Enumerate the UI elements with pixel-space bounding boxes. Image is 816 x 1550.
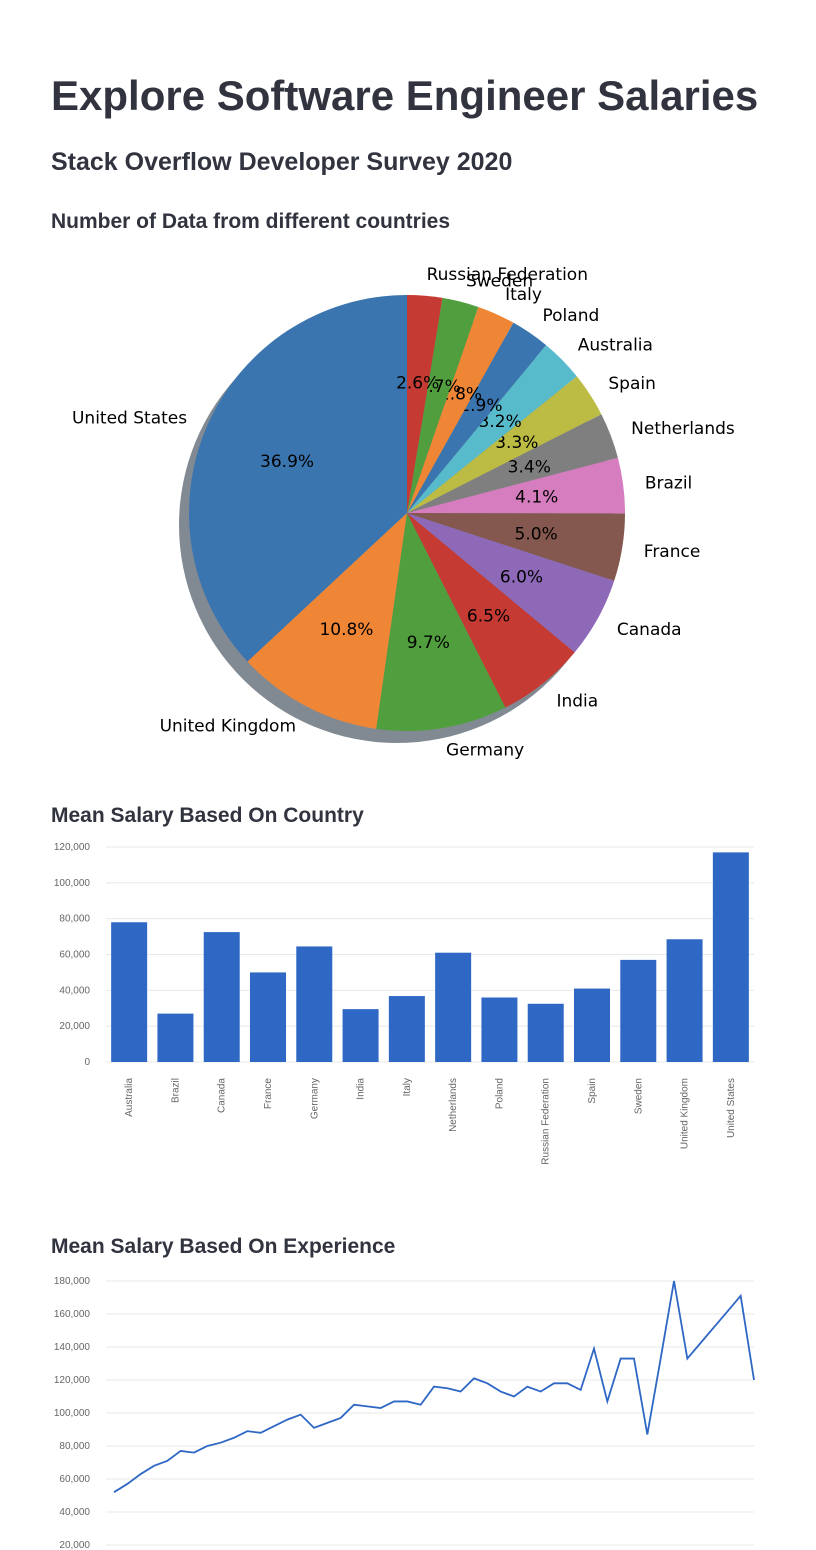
- y-tick-label: 160,000: [54, 1309, 91, 1320]
- page-title: Explore Software Engineer Salaries: [51, 72, 758, 119]
- line: [113, 1280, 755, 1493]
- pie-slice: [407, 457, 626, 514]
- pie-label: Netherlands: [631, 419, 735, 439]
- pie-label: Italy: [505, 285, 542, 305]
- pie-slice: [407, 295, 443, 513]
- x-tick-label: Poland: [494, 1078, 505, 1109]
- pie-label: France: [644, 542, 701, 562]
- x-tick-label: Russian Federation: [541, 1078, 552, 1165]
- y-tick-label: 0: [84, 1057, 90, 1068]
- bar: [712, 852, 749, 1062]
- y-tick-label: 20,000: [59, 1540, 90, 1550]
- pie-slice: [407, 513, 615, 653]
- pie-value-label: 4.1%: [515, 487, 558, 507]
- pie-slice: [376, 513, 506, 731]
- bar: [203, 932, 240, 1062]
- y-tick-label: 140,000: [54, 1342, 91, 1353]
- bar: [574, 988, 610, 1062]
- bar: [342, 1009, 379, 1062]
- bar: [666, 939, 703, 1062]
- y-tick-label: 120,000: [54, 1375, 91, 1386]
- pie-slice: [407, 513, 625, 581]
- bar: [157, 1013, 194, 1062]
- y-tick-label: 60,000: [59, 950, 90, 961]
- bar: [435, 952, 472, 1062]
- pie-label: Canada: [617, 620, 682, 640]
- pie-slice: [188, 295, 407, 662]
- pie-value-label: 36.9%: [260, 452, 314, 472]
- bar: [111, 922, 148, 1062]
- y-tick-label: 100,000: [54, 1408, 91, 1419]
- y-tick-label: 120,000: [54, 842, 91, 853]
- pie-slice: [407, 307, 514, 513]
- pie-slice: [407, 322, 547, 513]
- y-tick-label: 40,000: [59, 1507, 90, 1518]
- y-tick-label: 20,000: [59, 1021, 90, 1032]
- bar: [527, 1003, 564, 1062]
- pie-label: United States: [72, 408, 187, 428]
- x-tick-label: Brazil: [170, 1078, 181, 1103]
- pie-label: Australia: [578, 336, 653, 356]
- bar: [620, 959, 657, 1062]
- pie-label: Russian Federation: [427, 265, 588, 285]
- x-tick-label: United States: [726, 1078, 737, 1138]
- y-tick-label: 60,000: [59, 1474, 90, 1485]
- pie-label: Spain: [608, 374, 656, 394]
- pie-value-label: 9.7%: [407, 633, 450, 653]
- x-tick-label: Australia: [124, 1078, 135, 1117]
- pie-value-label: 3.2%: [479, 412, 522, 432]
- y-tick-label: 80,000: [59, 914, 90, 925]
- x-tick-label: India: [356, 1078, 367, 1100]
- pie-label: Germany: [446, 741, 524, 761]
- pie-value-label: 6.5%: [467, 606, 510, 626]
- pie-label: United Kingdom: [160, 717, 296, 737]
- pie-slice: [247, 513, 407, 729]
- x-tick-label: Spain: [587, 1078, 598, 1104]
- pie-value-label: 3.4%: [508, 458, 551, 478]
- x-tick-label: Italy: [402, 1078, 413, 1096]
- pie-slice: [407, 414, 618, 513]
- pie-value-label: 2.9%: [459, 396, 502, 416]
- x-tick-label: Canada: [217, 1078, 228, 1113]
- y-tick-label: 40,000: [59, 985, 90, 996]
- x-tick-label: Germany: [309, 1078, 320, 1119]
- subtitle: Stack Overflow Developer Survey 2020: [51, 148, 512, 176]
- chart-title: Mean Salary Based On Experience: [51, 1235, 395, 1258]
- pie-slice: [407, 376, 602, 513]
- pie-label: Sweden: [466, 272, 533, 292]
- x-tick-label: United Kingdom: [680, 1078, 691, 1149]
- pie-value-label: 10.8%: [319, 620, 373, 640]
- pie-label: Poland: [543, 306, 600, 326]
- x-tick-label: Netherlands: [448, 1078, 459, 1132]
- y-tick-label: 180,000: [54, 1276, 91, 1287]
- y-tick-label: 80,000: [59, 1441, 90, 1452]
- pie-value-label: 6.0%: [500, 567, 543, 587]
- x-tick-label: Sweden: [633, 1078, 644, 1114]
- bar: [481, 997, 518, 1062]
- pie-value-label: 2.6%: [396, 374, 439, 394]
- bar: [250, 972, 286, 1062]
- y-tick-label: 100,000: [54, 878, 91, 889]
- pie-label: India: [556, 692, 598, 712]
- pie-slice: [407, 513, 575, 708]
- pie-value-label: 5.0%: [515, 525, 558, 545]
- pie-slice: [407, 345, 577, 513]
- pie-slice: [407, 297, 479, 513]
- bar: [296, 946, 333, 1062]
- chart-title: Mean Salary Based On Country: [51, 804, 364, 827]
- x-tick-label: France: [263, 1078, 274, 1110]
- chart-title: Number of Data from different countries: [51, 210, 450, 233]
- pie-value-label: 3.3%: [495, 433, 538, 453]
- bar: [388, 996, 425, 1062]
- pie-label: Brazil: [645, 474, 692, 494]
